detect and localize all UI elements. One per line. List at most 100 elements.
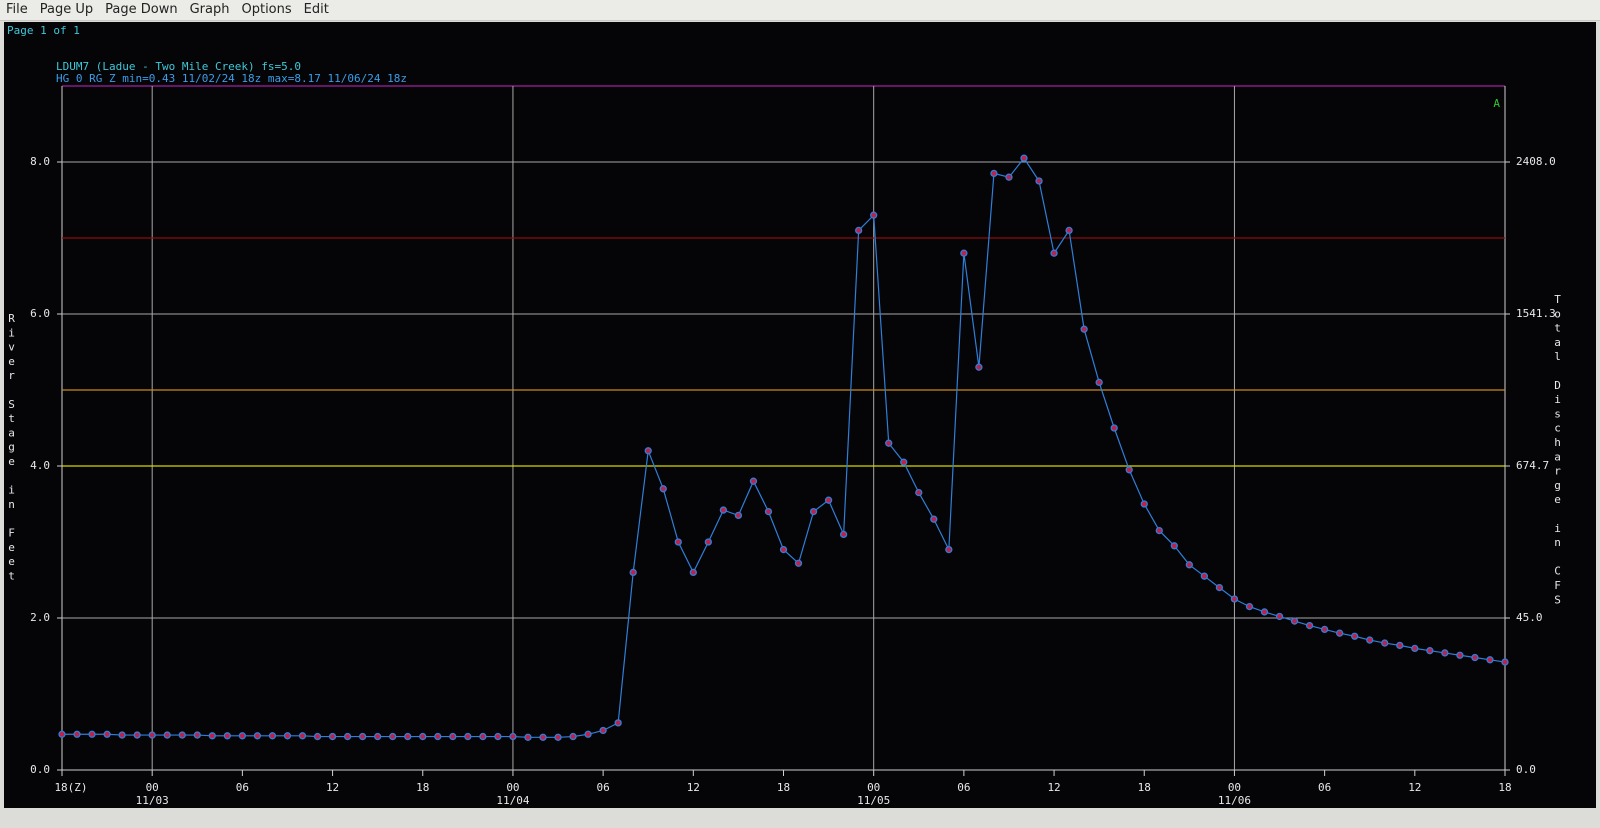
- x-tick-label: 00: [146, 781, 159, 794]
- stage-point: [1095, 378, 1103, 387]
- stage-point: [1486, 656, 1494, 664]
- y-tick-label: 4.0: [30, 459, 50, 472]
- stage-point: [464, 732, 472, 741]
- stage-point: [809, 507, 818, 516]
- stage-point: [374, 732, 382, 741]
- stage-point: [975, 363, 983, 371]
- stage-point: [328, 732, 337, 741]
- stage-point: [960, 249, 968, 257]
- stage-point: [73, 730, 81, 738]
- stage-point: [358, 732, 367, 741]
- stage-point: [704, 538, 712, 546]
- stage-point: [133, 731, 141, 739]
- stage-point: [88, 730, 96, 738]
- x-tick-label: 06: [597, 781, 610, 794]
- menu-item[interactable]: File: [6, 2, 28, 17]
- stage-point: [193, 731, 201, 739]
- stage-point: [779, 545, 788, 554]
- stage-point: [1230, 595, 1239, 603]
- stage-point: [1065, 226, 1073, 235]
- stage-point: [449, 732, 457, 741]
- flag-label: A: [1493, 97, 1500, 110]
- stage-point: [824, 496, 833, 504]
- stage-point: [1366, 636, 1374, 644]
- stage-point: [1200, 572, 1209, 580]
- stage-point: [1501, 658, 1509, 666]
- stage-point: [885, 439, 893, 447]
- stage-point: [313, 732, 322, 741]
- stage-point: [1290, 617, 1299, 625]
- stage-point: [148, 731, 156, 739]
- y-tick-label: 8.0: [30, 155, 50, 168]
- stage-point: [900, 458, 908, 466]
- stage-point: [1245, 602, 1254, 611]
- stage-point: [554, 733, 562, 741]
- stage-point: [253, 732, 262, 740]
- x-date-label: 11/06: [1218, 794, 1251, 807]
- stage-point: [178, 731, 186, 739]
- stage-point: [389, 732, 397, 741]
- stage-point: [479, 732, 487, 741]
- x-tick-label: 18: [1498, 781, 1511, 794]
- stage-point: [1050, 249, 1058, 257]
- x-tick-label: 00: [867, 781, 880, 794]
- x-tick-label: 00: [506, 781, 519, 794]
- menu-item[interactable]: Page Up: [39, 2, 94, 17]
- stage-point: [494, 732, 502, 741]
- stage-point: [163, 731, 171, 739]
- x-tick-label: 06: [957, 781, 970, 794]
- y2-tick-label: 674.7: [1516, 459, 1549, 472]
- stage-point: [419, 732, 427, 741]
- stage-point: [434, 732, 442, 741]
- stage-point: [1320, 625, 1329, 634]
- stage-point: [915, 488, 923, 497]
- y2-axis-title: Total Discharge in CFS: [1551, 293, 1564, 608]
- x-date-label: 11/05: [857, 794, 890, 807]
- menu-bar: File Page Up Page Down Graph Options Edit: [0, 0, 1600, 21]
- x-tick-label: 00: [1228, 781, 1241, 794]
- x-date-label: 11/04: [496, 794, 529, 807]
- x-tick-label: 18: [777, 781, 790, 794]
- x-tick-label: 18: [1138, 781, 1151, 794]
- stage-point: [1005, 173, 1013, 181]
- stage-point: [930, 515, 938, 523]
- page-label: Page 1 of 1: [7, 24, 80, 37]
- stage-point: [1020, 154, 1028, 162]
- menu-item[interactable]: Graph: [189, 2, 230, 17]
- y-tick-label: 0.0: [30, 763, 50, 776]
- stage-point: [283, 732, 292, 740]
- stage-point: [223, 732, 231, 740]
- y-tick-label: 6.0: [30, 307, 50, 320]
- menu-item[interactable]: Options: [241, 2, 292, 17]
- stage-point: [794, 559, 803, 567]
- y-axis-title: River Stage in Feet: [5, 312, 18, 584]
- stage-point: [1471, 653, 1479, 662]
- stage-point: [1155, 526, 1163, 535]
- x-tick-label: 06: [1318, 781, 1331, 794]
- stage-point: [1185, 561, 1193, 569]
- menu-item[interactable]: Edit: [303, 2, 329, 17]
- menu-item[interactable]: Page Down: [105, 2, 178, 17]
- stage-point: [524, 733, 532, 741]
- stage-point: [614, 719, 622, 727]
- stage-point: [1215, 583, 1224, 592]
- stage-point: [1125, 466, 1133, 474]
- stage-point: [839, 530, 848, 539]
- y2-tick-label: 2408.0: [1516, 155, 1556, 168]
- y-tick-label: 2.0: [30, 611, 50, 624]
- stage-point: [945, 545, 953, 554]
- stage-point: [1035, 177, 1043, 185]
- stage-point: [103, 730, 111, 738]
- stage-point: [1441, 649, 1449, 657]
- y2-tick-label: 45.0: [1516, 611, 1543, 624]
- x-tick-label: 12: [1047, 781, 1060, 794]
- stage-point: [674, 538, 682, 546]
- stage-point: [749, 477, 758, 485]
- stage-point: [1260, 608, 1269, 616]
- stage-point: [539, 733, 547, 741]
- stage-point: [404, 732, 412, 741]
- stage-point: [569, 732, 577, 741]
- stage-point: [855, 226, 863, 235]
- y2-tick-label: 0.0: [1516, 763, 1536, 776]
